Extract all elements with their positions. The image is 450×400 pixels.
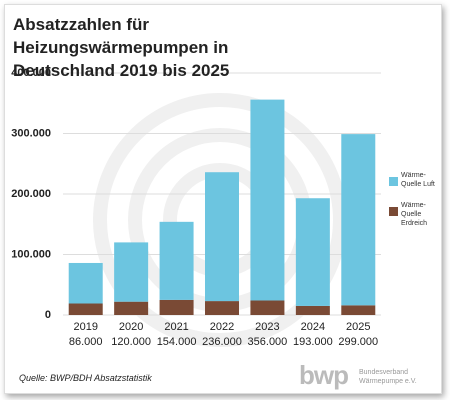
logo-text: Bundesverband Wärmepumpe e.V. xyxy=(359,369,417,385)
total-label: 120.000 xyxy=(111,336,151,348)
bar-segment xyxy=(159,299,194,315)
bar-segment xyxy=(250,300,285,315)
x-tick-label: 2025 xyxy=(346,321,370,333)
y-tick-label: 400.000 xyxy=(11,67,51,79)
x-tick-label: 2023 xyxy=(255,321,279,333)
bar-segment xyxy=(114,242,149,302)
legend-label: Wärme-Quelle Erdreich xyxy=(401,202,428,227)
bar-segment xyxy=(295,198,330,306)
x-tick-label: 2019 xyxy=(73,321,97,333)
y-tick-label: 100.000 xyxy=(11,248,51,260)
y-tick-label: 300.000 xyxy=(11,127,51,139)
x-tick-label: 2021 xyxy=(164,321,188,333)
bar-segment xyxy=(68,303,103,315)
card: 0 100.000 200.000 300.000 400.000 2019 86.000 2… xyxy=(4,4,442,394)
total-label: 356.000 xyxy=(248,336,288,348)
bar-segment xyxy=(159,221,194,300)
bar-segment xyxy=(68,262,103,304)
chart: 0 100.000 200.000 300.000 400.000 2019 86.000 2… xyxy=(11,67,381,348)
total-label: 193.000 xyxy=(293,336,333,348)
bar-segment xyxy=(205,172,239,302)
bar-segment xyxy=(205,301,239,315)
chart-title: Absatzzahlen für Heizungswärmepumpen in … xyxy=(13,15,230,80)
y-tick-label: 200.000 xyxy=(11,188,51,200)
bar-segment xyxy=(250,99,285,301)
bar-segment xyxy=(114,301,149,315)
total-label: 299.000 xyxy=(338,336,378,348)
x-tick-label: 2024 xyxy=(301,321,325,333)
x-tick-label: 2022 xyxy=(210,321,234,333)
total-label: 236.000 xyxy=(202,336,242,348)
total-label: 154.000 xyxy=(157,336,197,348)
y-tick-label: 0 xyxy=(45,309,51,321)
legend-label: Wärme-Quelle Luft xyxy=(401,172,435,188)
bar-segment xyxy=(341,305,376,315)
legend-swatch xyxy=(389,207,398,216)
source: Quelle: BWP/BDH Absatzstatistik xyxy=(19,373,152,383)
logo: bwp xyxy=(299,360,349,390)
bar-segment xyxy=(295,305,330,315)
total-label: 86.000 xyxy=(69,336,103,348)
legend-swatch xyxy=(389,177,398,186)
x-tick-label: 2020 xyxy=(119,321,143,333)
bar-segment xyxy=(341,134,376,306)
